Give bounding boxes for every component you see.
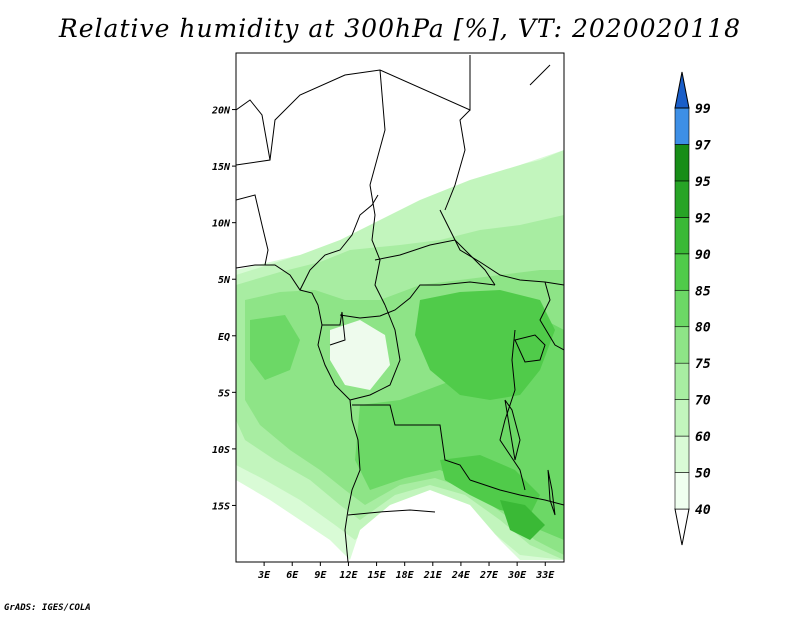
dry-zone-north: [236, 53, 564, 270]
latitude-axis: 20N 15N 10N 5N EQ 5S 10S 15S: [211, 106, 236, 512]
map-frame: [235, 52, 565, 563]
colorbar-label: 70: [695, 394, 711, 409]
lat-tick-label: 5S: [218, 388, 230, 399]
humidity-field: [236, 53, 564, 560]
border-niger-north: [236, 55, 471, 166]
colorbar-label: 40: [695, 503, 711, 518]
border-egypt: [444, 109, 471, 211]
lon-tick-label: 30E: [507, 570, 527, 581]
lon-tick-label: 27E: [479, 570, 499, 581]
lon-tick-label: 18E: [396, 570, 415, 581]
border-congo: [339, 281, 496, 319]
lake-tanganyika: [504, 399, 521, 461]
lat-tick-label: 5N: [218, 275, 231, 286]
lake-victoria: [514, 334, 546, 363]
border-angola: [352, 404, 471, 481]
border-chad: [369, 184, 386, 306]
lat-tick-label: 10N: [212, 219, 231, 230]
lon-tick-label: 24E: [451, 570, 471, 581]
lon-tick-label: 9E: [314, 570, 327, 581]
border-sudan: [439, 209, 564, 286]
contour-85: [415, 290, 555, 400]
colorbar-segment: [674, 144, 690, 182]
colorbar-label: 75: [695, 357, 711, 372]
lat-tick-label: 20N: [211, 106, 231, 117]
contour-80-west: [250, 315, 300, 380]
colorbar-label: 85: [695, 284, 711, 299]
border-gabon: [322, 311, 346, 346]
colorbar-label: 80: [695, 321, 711, 336]
colorbar-segment: [674, 217, 690, 255]
lake-malawi: [547, 469, 556, 516]
lat-tick-label: 15N: [212, 162, 231, 173]
dry-zone-south: [350, 490, 515, 560]
lat-tick-label: EQ: [218, 332, 230, 343]
colorbar-label: 99: [695, 102, 711, 117]
lon-tick-label: 15E: [368, 570, 387, 581]
colorbar-label: 50: [695, 467, 711, 482]
border-east-africa: [539, 281, 564, 351]
border-drc-east: [499, 329, 526, 491]
colorbar-segment: [674, 107, 690, 145]
lon-tick-label: 3E: [257, 570, 271, 581]
colorbar-segment: [674, 180, 690, 218]
colorbar-label: 95: [695, 175, 711, 190]
colorbar: 40 50 60 70 75 80 85 90 92 95 97 99: [674, 71, 711, 546]
lat-tick-label: 10S: [212, 445, 230, 456]
colorbar-segment: [674, 472, 690, 510]
colorbar-segment: [674, 253, 690, 291]
border-namibia: [347, 509, 436, 516]
contour-85-south: [440, 455, 540, 515]
colorbar-segment: [674, 399, 690, 437]
contour-90: [500, 500, 545, 540]
lon-tick-label: 12E: [339, 570, 358, 581]
country-borders: [236, 55, 564, 562]
colorbar-under-triangle: [674, 508, 690, 546]
border-mali: [236, 99, 271, 161]
border-drc-west: [349, 304, 401, 401]
coastline: [236, 264, 361, 562]
colorbar-label: 92: [695, 211, 711, 226]
map-title: Relative humidity at 300hPa [%], VT: 202…: [58, 14, 742, 43]
colorbar-label: 60: [695, 430, 711, 445]
border-nigeria-cameroon: [299, 194, 379, 291]
colorbar-over-triangle: [674, 71, 690, 109]
lon-tick-label: 21E: [423, 570, 443, 581]
grads-credit: GrADS: IGES/COLA: [4, 603, 91, 613]
border-zambia: [469, 479, 564, 506]
lat-tick-label: 15S: [212, 501, 230, 512]
red-sea-coast: [529, 64, 551, 86]
colorbar-label: 90: [695, 248, 711, 263]
lon-tick-label: 33E: [535, 570, 555, 581]
colorbar-segment: [674, 289, 690, 328]
colorbar-label: 97: [695, 138, 711, 153]
colorbar-segment: [674, 435, 690, 473]
lon-tick-label: 6E: [286, 570, 299, 581]
colorbar-segment: [674, 362, 690, 400]
longitude-axis: 3E 6E 9E 12E 15E 18E 21E 24E 27E 30E 33E: [257, 562, 555, 581]
colorbar-segment: [674, 326, 690, 364]
border-west-africa: [236, 194, 269, 266]
border-libya: [369, 69, 386, 186]
